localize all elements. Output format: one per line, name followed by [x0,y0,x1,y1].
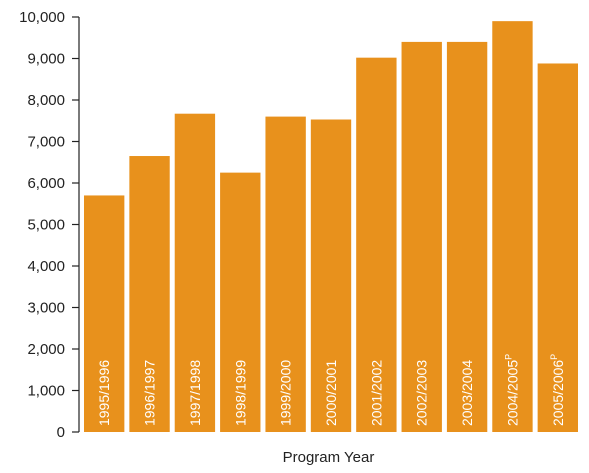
category-label: 2000/2001 [323,360,339,426]
category-label: 1998/1999 [232,360,248,426]
category-label: 1996/1997 [142,360,158,426]
x-axis-title: Program Year [283,449,375,466]
category-label: 2002/2003 [414,360,430,426]
y-tick-label: 9,000 [27,51,65,68]
y-tick-label: 3,000 [27,300,65,317]
y-tick-label: 10,000 [19,9,65,26]
category-label: 2003/2004 [459,360,475,426]
y-tick-label: 7,000 [27,134,65,151]
y-axis: 0 1,000 2,000 3,000 4,000 5,000 6,000 7,000 8,00… [19,9,80,441]
bar [446,41,488,433]
y-tick-label: 6,000 [27,175,65,192]
bar [84,195,125,432]
y-tick-label: 2,000 [27,341,65,358]
bar [265,116,306,432]
bar [401,41,442,433]
y-tick-label: 0 [57,424,65,441]
y-tick-label: 8,000 [27,92,65,109]
category-label: 2005/2006P [549,354,566,426]
y-tick-label: 4,000 [27,258,65,275]
category-label: 1995/1996 [96,360,112,426]
category-labels: 1995/1996 1996/1997 1997/1998 1998/1999 1999… [96,354,566,426]
bar [174,113,216,432]
bars [84,21,578,433]
y-tick-label: 5,000 [27,217,65,234]
bar [220,172,261,432]
y-tick-label: 1,000 [27,383,65,400]
bar [492,21,533,433]
category-label: 2001/2002 [368,360,384,426]
bar [537,63,578,432]
category-label: 1997/1998 [187,360,203,426]
bar [356,57,397,433]
bar [310,119,352,432]
bar [129,156,170,432]
category-label: 1999/2000 [278,360,294,426]
category-label: 2004/2005P [503,354,520,426]
